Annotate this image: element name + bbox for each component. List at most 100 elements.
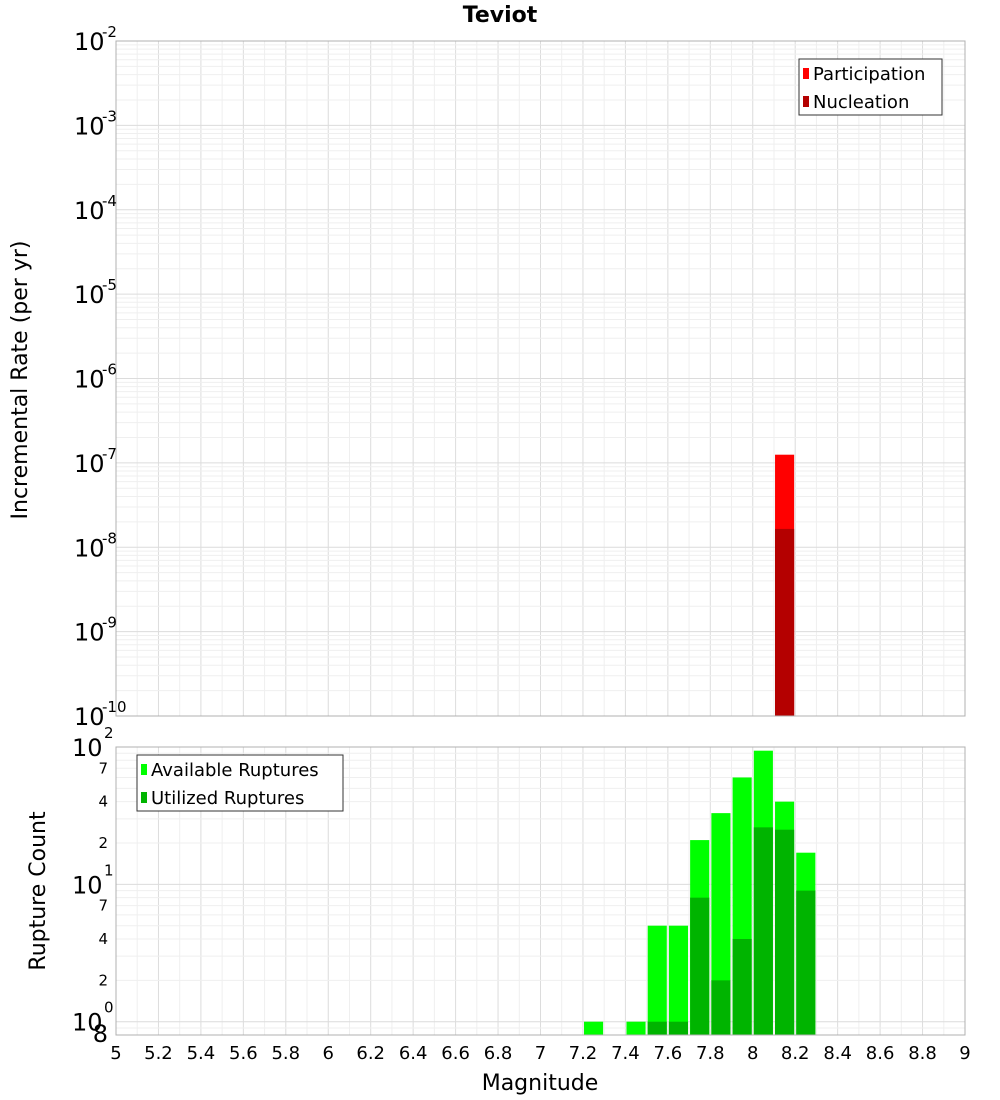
x-tick-label: 7 [535,1043,546,1064]
bottom-y-tick-base: 10 [72,1009,103,1037]
utilized-ruptures-bar [668,1021,689,1035]
top-y-tick-label: 10-10 [74,698,127,731]
top-y-tick-exponent: -8 [102,529,117,547]
bottom-y-minor-tick-label: 2 [98,971,108,989]
top-y-tick-base: 10 [74,619,105,647]
x-tick-label: 5.2 [144,1043,173,1064]
x-tick-label: 9 [959,1043,970,1064]
x-tick-label: 8.8 [908,1043,937,1064]
top-y-tick-exponent: -6 [102,361,117,379]
x-tick-label: 6 [323,1043,334,1064]
top-y-tick-base: 10 [74,197,105,225]
available-ruptures-bar [626,1021,646,1035]
top-y-tick-base: 10 [74,112,105,140]
top-legend-box [798,58,943,116]
x-tick-label: 5.4 [187,1043,216,1064]
legend-layer: Participation Nucleation Available Rupture… [136,58,943,812]
top-y-tick-label: 10-8 [74,529,117,562]
x-tick-label: 7.8 [696,1043,725,1064]
top-legend-item: Nucleation [803,92,909,113]
utilized-ruptures-bar [753,827,773,1035]
top-y-axis-label: Incremental Rate (per yr) [8,241,33,520]
x-tick-label: 6.4 [399,1043,428,1064]
top-y-tick-base: 10 [74,703,105,731]
utilized-ruptures-bar [732,939,752,1035]
x-tick-label: 8 [747,1043,758,1064]
nucleation-bar [775,528,795,716]
x-tick-label: 6.2 [356,1043,385,1064]
bottom-y-tick-label: 101 [72,861,114,899]
bottom-legend-item: Utilized Ruptures [141,788,304,809]
bottom-legend: Available Ruptures Utilized Ruptures [136,754,344,812]
top-y-tick-exponent: -3 [102,107,117,125]
utilized-ruptures-bar [775,829,795,1035]
top-legend-swatch [803,68,809,79]
bottom-legend-swatch [141,792,147,803]
bottom-legend-label: Available Ruptures [151,760,319,781]
x-tick-label: 7.6 [654,1043,683,1064]
bottom-y-tick-exponent: 2 [104,724,114,742]
top-y-tick-label: 10-3 [74,107,117,140]
top-legend-label: Nucleation [813,92,909,113]
bottom-y-tick-exponent: 1 [104,861,114,879]
x-tick-label: 6.6 [441,1043,470,1064]
x-tick-label: 5 [110,1043,121,1064]
bottom-y-axis-label: Rupture Count [26,811,51,971]
grid-layer [115,40,966,1036]
top-y-tick-base: 10 [74,281,105,309]
bottom-y-minor-tick-label: 4 [98,793,108,811]
bottom-y-minor-tick-label: 7 [98,759,108,777]
tick-label-layer: 10-1010-910-810-710-610-510-410-310-2100… [72,23,971,1064]
top-legend-item: Participation [803,64,925,85]
top-y-tick-label: 10-7 [74,445,117,478]
top-plot-frame [115,40,966,717]
bottom-y-minor-tick-label: 8 [93,1020,108,1048]
bottom-y-minor-tick-label: 4 [98,930,108,948]
utilized-ruptures-bar [647,1021,667,1035]
utilized-ruptures-bar [690,897,710,1035]
x-tick-label: 8.6 [866,1043,895,1064]
top-legend-label: Participation [813,64,925,85]
top-y-tick-label: 10-5 [74,276,117,309]
top-y-tick-label: 10-9 [74,614,117,647]
bottom-y-minor-tick-label: 7 [98,897,108,915]
bottom-y-tick-base: 10 [72,871,103,899]
bottom-y-minor-tick-label: 2 [98,834,108,852]
top-legend-swatch [803,96,809,107]
x-tick-label: 5.8 [271,1043,300,1064]
top-y-tick-exponent: -9 [102,614,117,632]
x-axis-label: Magnitude [482,1071,599,1096]
x-tick-label: 7.2 [569,1043,598,1064]
utilized-ruptures-bar [711,980,731,1035]
bottom-y-tick-exponent: 0 [104,999,114,1017]
bottom-legend-item: Available Ruptures [141,760,319,781]
top-y-tick-base: 10 [74,366,105,394]
top-y-tick-label: 10-6 [74,361,117,394]
top-y-tick-exponent: -7 [102,445,117,463]
x-tick-label: 6.8 [484,1043,513,1064]
top-legend: Participation Nucleation [798,58,943,116]
bottom-y-tick-label: 102 [72,724,114,762]
available-ruptures-bar [668,925,689,1035]
bottom-legend-box [136,754,344,812]
top-y-tick-base: 10 [74,534,105,562]
top-y-tick-base: 10 [74,450,105,478]
utilized-ruptures-bar [796,890,816,1035]
top-y-tick-exponent: -5 [102,276,117,294]
top-y-tick-exponent: -2 [102,23,117,41]
top-y-tick-label: 10-4 [74,192,117,225]
x-tick-label: 5.6 [229,1043,258,1064]
frame-layer [115,40,966,1036]
bottom-legend-label: Utilized Ruptures [151,788,304,809]
bottom-plot-frame [115,746,966,1036]
top-y-tick-exponent: -4 [102,192,117,210]
bars-layer [584,454,816,1035]
bottom-y-tick-label: 100 [72,999,114,1037]
available-ruptures-bar [584,1021,604,1035]
top-y-tick-label: 10-2 [74,23,117,56]
bottom-legend-swatch [141,764,147,775]
x-tick-label: 7.4 [611,1043,640,1064]
x-tick-label: 8.4 [823,1043,852,1064]
